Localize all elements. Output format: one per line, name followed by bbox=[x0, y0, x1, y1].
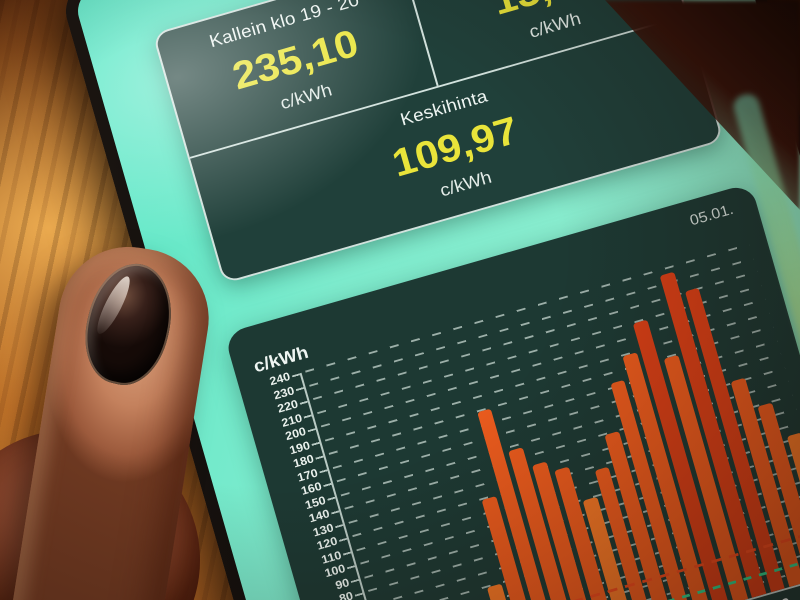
fingernail bbox=[74, 255, 183, 393]
bars-area: 0246810121416182022 bbox=[301, 243, 800, 600]
x-tick-label: 20 bbox=[772, 595, 792, 600]
nail-gloss-highlight bbox=[91, 273, 136, 338]
